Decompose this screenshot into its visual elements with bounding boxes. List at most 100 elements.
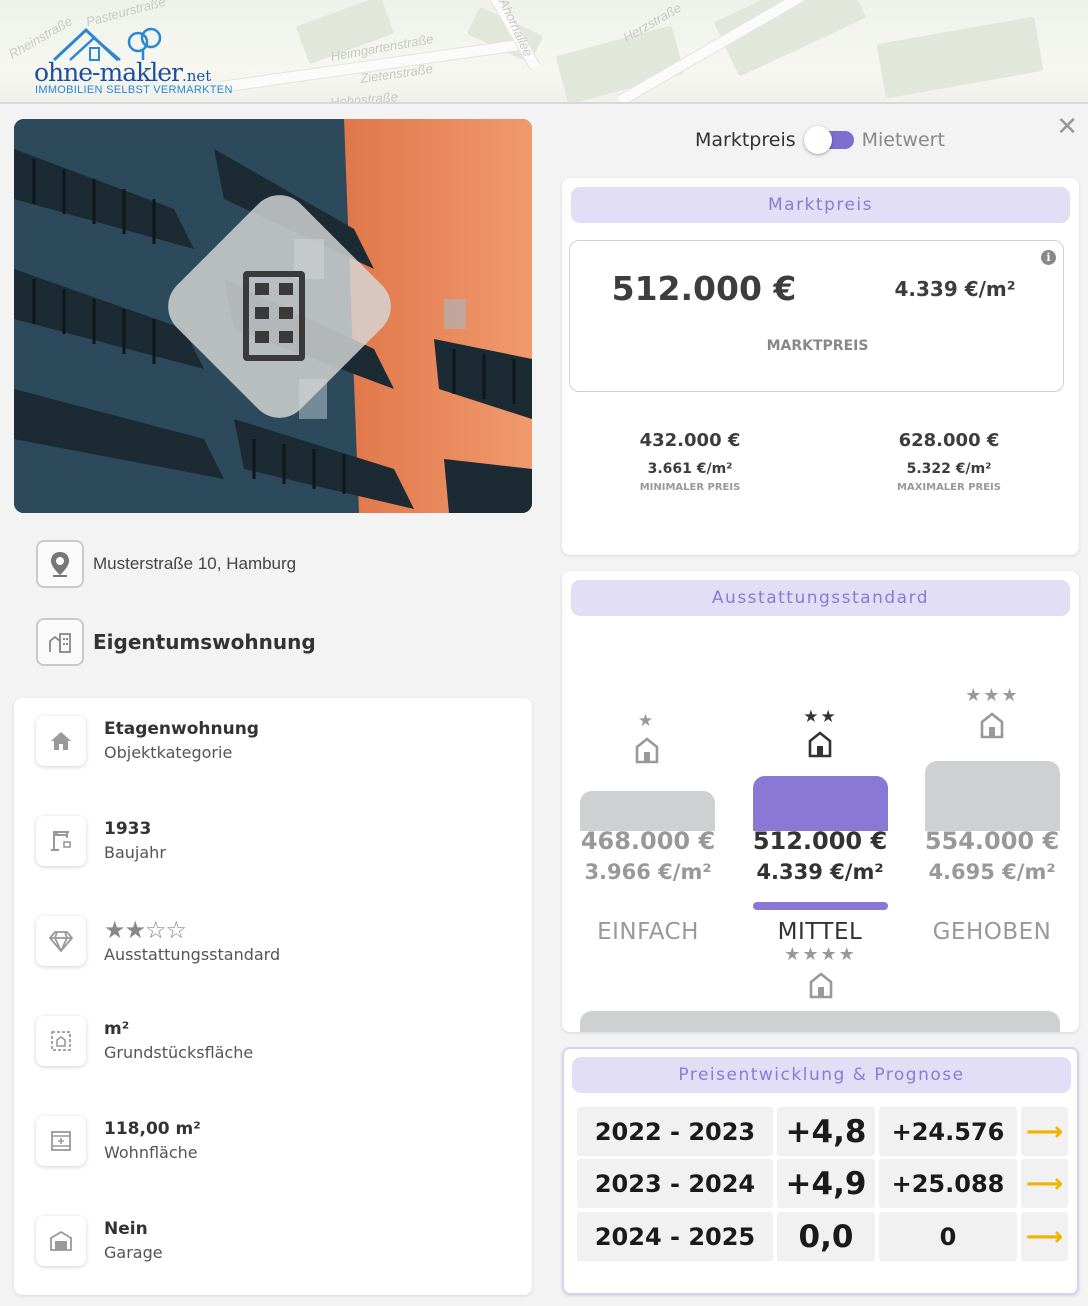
trend-percent: 0,0 (777, 1212, 875, 1261)
crane-icon (36, 816, 86, 866)
logo-tagline: IMMOBILIEN SELBST VERMARKTEN (35, 84, 233, 96)
map-label: Hohnstraße (329, 89, 399, 104)
bar-mittel[interactable] (753, 776, 888, 831)
toggle-label-marktpreis[interactable]: Marktpreis (695, 129, 796, 151)
trend-absolute: +24.576 (879, 1107, 1017, 1156)
price-gehoben: 554.000 € (924, 827, 1060, 855)
detail-row-grundstueck: m² Grundstücksfläche (36, 1016, 253, 1066)
equipment-card: Ausstattungsstandard ★ 468.000 € 3.966 €… (562, 571, 1079, 1032)
market-price-per-sqm: 4.339 €/m² (894, 277, 1016, 301)
market-price-title: Marktpreis (571, 187, 1070, 223)
max-price-block: 628.000 € 5.322 €/m² MAXIMALER PREIS (869, 430, 1029, 493)
detail-label: Garage (104, 1243, 163, 1262)
selected-indicator (753, 902, 888, 910)
trend-percent: +4,8 (777, 1107, 875, 1156)
market-price-value: 512.000 € (611, 269, 797, 308)
detail-value: 118,00 m² (104, 1119, 201, 1139)
house-icon (808, 731, 832, 758)
bar-einfach[interactable] (580, 791, 715, 831)
price-einfach: 468.000 € (580, 827, 716, 855)
logo[interactable]: ohne-makler.net IMMOBILIEN SELBST VERMAR… (34, 24, 244, 100)
per-sqm-einfach: 3.966 €/m² (584, 860, 712, 884)
house-icon (809, 972, 833, 999)
close-button[interactable]: ✕ (1056, 112, 1078, 142)
price-mode-toggle: Marktpreis Mietwert (695, 126, 945, 154)
price-trend-card: Preisentwicklung & Prognose 2022 - 2023 … (562, 1047, 1079, 1295)
min-price-value: 432.000 € (639, 430, 741, 451)
stars-mittel: ★★ (803, 707, 838, 727)
label-einfach[interactable]: EINFACH (597, 919, 699, 945)
max-price-value: 628.000 € (898, 430, 1000, 451)
trend-arrow-icon: ⟶ (1021, 1212, 1068, 1261)
house-icon (36, 716, 86, 766)
equipment-title: Ausstattungsstandard (571, 580, 1070, 616)
property-details-card: Etagenwohnung Objektkategorie 1933 Baujahr… (14, 698, 532, 1295)
max-price-per-sqm: 5.322 €/m² (906, 461, 992, 477)
trend-absolute: +25.088 (879, 1159, 1017, 1208)
plot-icon (36, 1016, 86, 1066)
detail-value: Etagenwohnung (104, 719, 259, 739)
logo-wordmark: ohne-makler.net (34, 58, 212, 87)
trend-period: 2022 - 2023 (577, 1107, 773, 1156)
label-gehoben[interactable]: GEHOBEN (932, 919, 1052, 945)
detail-label: Ausstattungsstandard (104, 944, 281, 964)
bar-gehoben[interactable] (925, 761, 1060, 831)
address-row: Musterstraße 10, Hamburg (36, 540, 296, 588)
trend-arrow-icon: ⟶ (1021, 1159, 1068, 1208)
detail-value: Nein (104, 1219, 148, 1239)
trend-absolute: 0 (879, 1212, 1017, 1261)
market-price-label: MARKTPREIS (766, 338, 869, 354)
detail-row-objektkategorie: Etagenwohnung Objektkategorie (36, 716, 259, 766)
house-icon (635, 737, 659, 764)
info-icon[interactable]: i (1041, 250, 1056, 265)
detail-row-wohnflaeche: 118,00 m² Wohnfläche (36, 1116, 201, 1166)
min-price-block: 432.000 € 3.661 €/m² MINIMALER PREIS (610, 430, 770, 493)
min-price-label: MINIMALER PREIS (639, 482, 741, 493)
per-sqm-gehoben: 4.695 €/m² (928, 860, 1056, 884)
trend-row: 2022 - 2023 +4,8 +24.576 ⟶ (577, 1107, 1068, 1156)
location-pin-icon (36, 540, 84, 588)
detail-label: Objektkategorie (104, 743, 233, 762)
trend-percent: +4,9 (777, 1159, 875, 1208)
trend-arrow-icon: ⟶ (1021, 1107, 1068, 1156)
detail-row-baujahr: 1933 Baujahr (36, 816, 166, 866)
toggle-label-mietwert[interactable]: Mietwert (861, 129, 945, 151)
stars-level-4: ★★★★ (784, 944, 857, 965)
trend-title: Preisentwicklung & Prognose (572, 1057, 1071, 1093)
stars-einfach: ★ (637, 711, 654, 731)
detail-value: 1933 (104, 819, 152, 839)
detail-row-ausstattung: ★★☆☆ Ausstattungsstandard (36, 916, 280, 966)
house-icon (980, 712, 1004, 739)
map-block (555, 25, 685, 102)
detail-label: Baujahr (104, 843, 166, 862)
building-icon (243, 271, 305, 361)
detail-row-garage: Nein Garage (36, 1216, 163, 1266)
property-type-row: Eigentumswohnung (36, 618, 316, 666)
trend-period: 2023 - 2024 (577, 1159, 773, 1208)
logo-houses-icon (52, 27, 162, 62)
rating-stars: ★★☆☆ (104, 915, 187, 944)
min-price-per-sqm: 3.661 €/m² (647, 461, 733, 477)
floorplan-icon (36, 1116, 86, 1166)
detail-label: Grundstücksfläche (104, 1043, 254, 1062)
price-mittel: 512.000 € (752, 827, 888, 855)
trend-period: 2024 - 2025 (577, 1212, 773, 1261)
property-photo (14, 119, 532, 513)
garage-icon (36, 1216, 86, 1266)
bar-level-4[interactable] (580, 1011, 1060, 1032)
market-price-card: Marktpreis i 512.000 € 4.339 €/m² MARKTP… (562, 178, 1079, 555)
trend-row: 2024 - 2025 0,0 0 ⟶ (577, 1212, 1068, 1261)
map-block (876, 16, 1044, 99)
per-sqm-mittel: 4.339 €/m² (756, 860, 884, 884)
apartment-icon (36, 618, 84, 666)
detail-value: m² (104, 1019, 130, 1039)
toggle-switch[interactable] (803, 126, 854, 154)
max-price-label: MAXIMALER PREIS (897, 482, 1001, 493)
label-mittel[interactable]: MITTEL (777, 919, 863, 945)
property-address: Musterstraße 10, Hamburg (93, 554, 297, 573)
diamond-icon (36, 916, 86, 966)
trend-row: 2023 - 2024 +4,9 +25.088 ⟶ (577, 1159, 1068, 1208)
app-header: Rheinstraße Pasteurstraße Heimgartenstra… (0, 0, 1088, 104)
stars-gehoben: ★★★ (965, 685, 1020, 706)
property-type: Eigentumswohnung (93, 630, 316, 654)
